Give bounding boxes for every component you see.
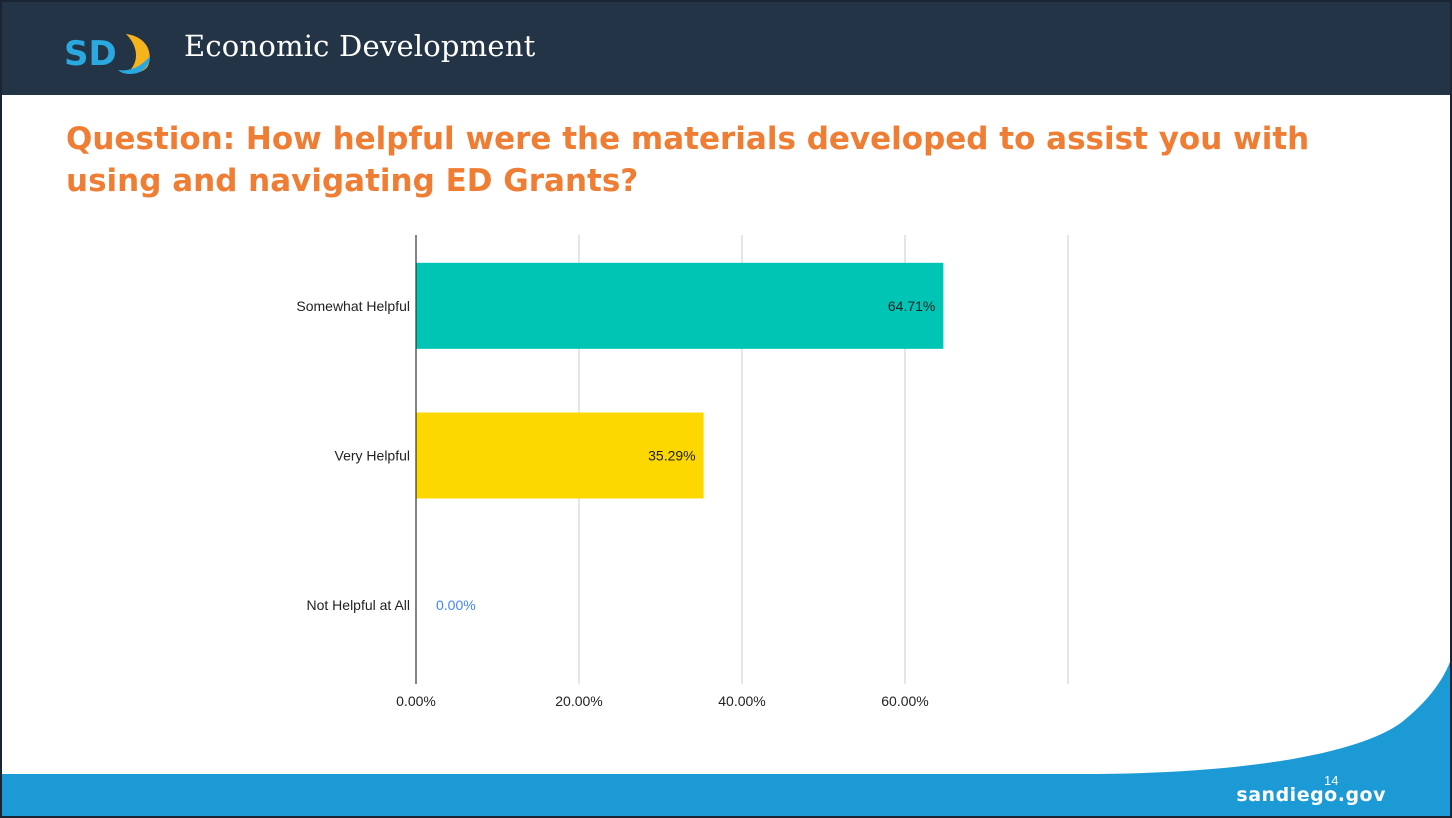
bar: [416, 412, 704, 499]
x-tick-label: 60.00%: [881, 693, 928, 709]
x-tick-label: 20.00%: [555, 693, 602, 709]
page-number: 14: [1324, 773, 1339, 788]
app-title: Economic Development: [184, 29, 536, 63]
category-label: Somewhat Helpful: [296, 298, 410, 314]
x-tick-label: 0.00%: [396, 693, 436, 709]
header-bar: SD Economic Development: [2, 2, 1450, 95]
logo-text: SD: [64, 34, 117, 74]
logo-wave-icon: [118, 56, 150, 74]
footer-swoosh: [2, 662, 1450, 816]
data-label: 64.71%: [888, 298, 935, 314]
bar-chart: Somewhat Helpful 64.71% Very Helpful 35.29%…: [296, 235, 1069, 709]
sd-logo: SD: [64, 34, 150, 74]
category-label: Very Helpful: [335, 448, 410, 464]
category-label: Not Helpful at All: [307, 597, 411, 613]
data-label: 0.00%: [436, 597, 476, 613]
footer-brand: sandiego.gov: [1236, 784, 1386, 806]
x-tick-label: 40.00%: [718, 693, 765, 709]
data-label: 35.29%: [648, 448, 695, 464]
bar: [416, 262, 944, 349]
question-heading: Question: How helpful were the materials…: [66, 121, 1310, 199]
